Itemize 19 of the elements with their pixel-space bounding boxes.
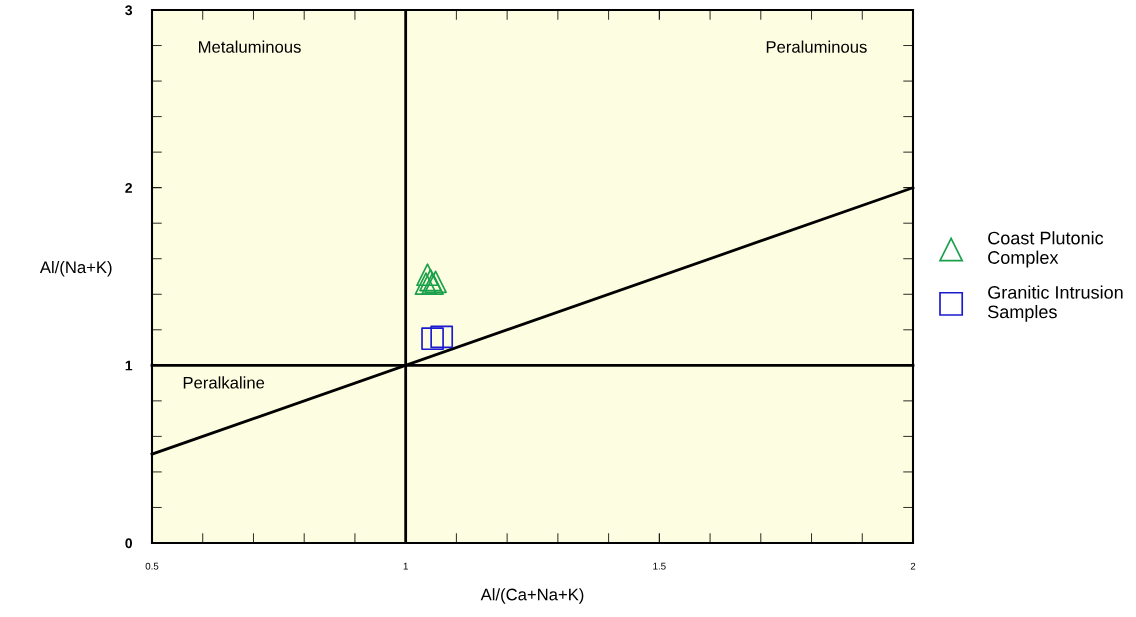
point: [421, 327, 444, 351]
y-tick-label: 3: [125, 5, 133, 16]
point: [414, 272, 438, 295]
y-tick-label: 0: [125, 538, 132, 549]
y-tick-label: 1: [125, 360, 133, 371]
point: [416, 263, 439, 287]
x-tick-label: 1.5: [653, 562, 666, 570]
y-tick-label: 2: [125, 183, 132, 193]
x-tick-label: 1: [403, 562, 408, 570]
legend-label: Coast Plutonic Complex: [988, 231, 1104, 268]
legend-label: Granitic Intrusion Samples: [988, 285, 1123, 322]
x-tick-label: 0.5: [145, 562, 159, 570]
y-axis-title: Al/(Na+K): [39, 260, 112, 277]
x-tick-label: 2: [910, 562, 916, 570]
annotation: Peralkaline: [183, 376, 265, 389]
x-axis-title: Al/(Ca+Na+K): [480, 588, 584, 604]
point: [430, 325, 454, 349]
annotation: Peraluminous: [766, 40, 867, 53]
annotation: Metaluminous: [199, 40, 301, 53]
